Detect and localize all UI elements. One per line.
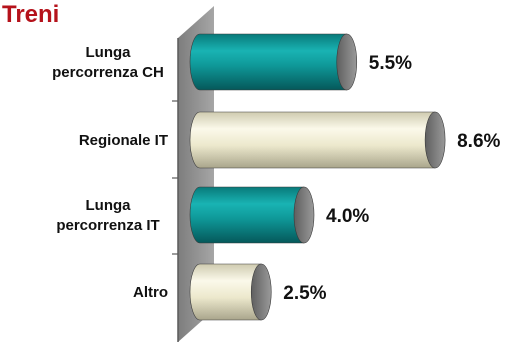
chart-title: Treni xyxy=(2,1,60,28)
data-label: 5.5% xyxy=(369,53,412,74)
bar-body xyxy=(189,186,305,244)
data-label: 4.0% xyxy=(326,206,369,227)
bar-end-cap xyxy=(336,33,358,91)
bar xyxy=(189,33,358,91)
category-label: Lunga percorrenza IT xyxy=(56,197,159,234)
bar-body xyxy=(189,263,262,321)
bar xyxy=(189,263,272,321)
bar xyxy=(189,186,315,244)
bar-end-cap xyxy=(424,111,446,169)
data-label: 2.5% xyxy=(283,283,326,304)
data-label: 8.6% xyxy=(457,131,500,152)
category-label: Regionale IT xyxy=(79,132,168,149)
category-label: Altro xyxy=(133,284,168,301)
bar-body xyxy=(189,111,436,169)
bar-end-cap xyxy=(293,186,315,244)
bar xyxy=(189,111,446,169)
bar-end-cap xyxy=(250,263,272,321)
bar-body xyxy=(189,33,348,91)
category-label: Lunga percorrenza CH xyxy=(52,44,164,81)
